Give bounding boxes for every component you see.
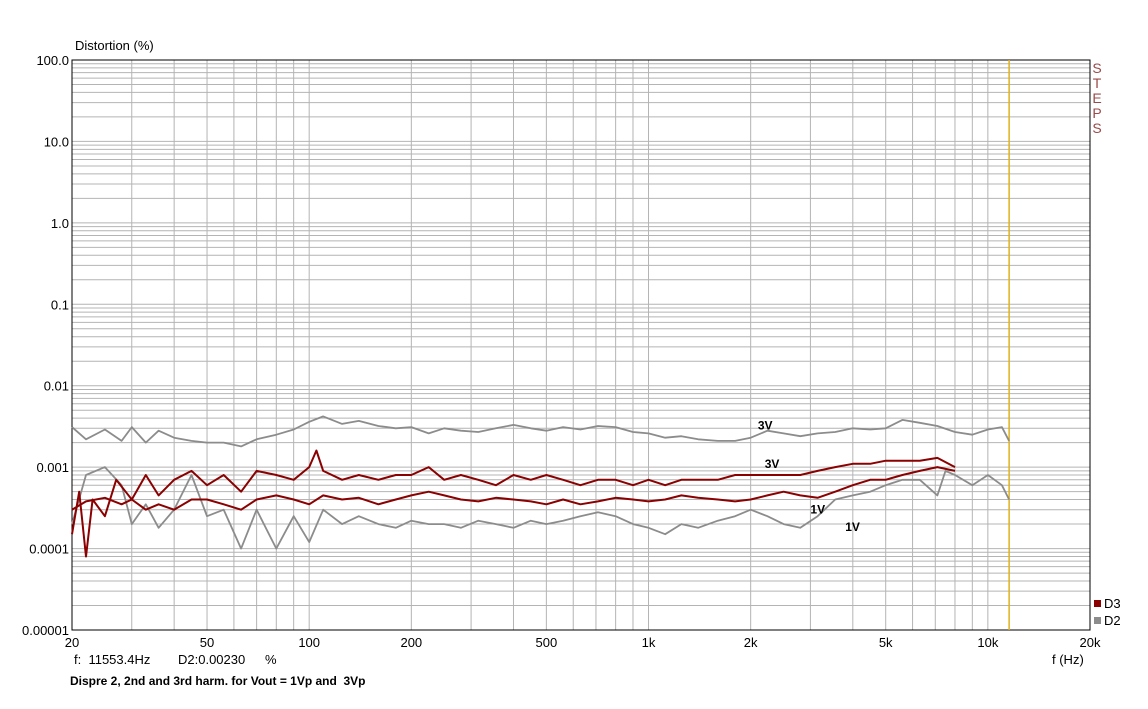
- cursor-value-readout: D2:0.00230: [178, 652, 246, 667]
- x-axis-label: f (Hz): [1052, 652, 1084, 667]
- annotation-label: 3V: [765, 457, 780, 471]
- chart-grid: [71, 59, 1091, 631]
- series-line-d3-3v: [71, 449, 956, 558]
- y-tick-label: 0.001: [36, 460, 69, 475]
- series-line-d2-1v: [71, 466, 1010, 550]
- plot-frame: [71, 59, 1091, 631]
- cursor-unit: %: [265, 652, 277, 667]
- steps-label[interactable]: STEPS: [1092, 60, 1102, 136]
- y-tick-label: 0.00001: [22, 623, 69, 638]
- y-tick-label: 0.1: [51, 297, 69, 312]
- y-tick-label: 0.0001: [29, 542, 69, 557]
- x-tick-label: 50: [200, 635, 214, 650]
- y-tick-label: 10.0: [44, 134, 69, 149]
- series-line-d3-1v: [71, 466, 956, 511]
- x-tick-label: 20k: [1080, 635, 1101, 650]
- legend-item-d3[interactable]: D3: [1094, 596, 1121, 611]
- cursor-frequency-readout: f: 11553.4Hz: [74, 652, 151, 667]
- x-tick-label: 20: [65, 635, 79, 650]
- chart-series: [71, 415, 1010, 558]
- chart-annotations: 3V 3V 1V 1V: [758, 418, 860, 533]
- x-tick-label: 1k: [642, 635, 656, 650]
- y-tick-label: 100.0: [36, 53, 69, 68]
- x-tick-label: 2k: [744, 635, 758, 650]
- legend-label-d3: D3: [1104, 596, 1121, 611]
- y-axis-label: Distortion (%): [75, 38, 154, 53]
- annotation-label: 3V: [758, 418, 773, 432]
- x-tick-label: 10k: [977, 635, 998, 650]
- legend-item-d2[interactable]: D2: [1094, 613, 1121, 628]
- x-tick-label: 5k: [879, 635, 893, 650]
- legend-label-d2: D2: [1104, 613, 1121, 628]
- x-tick-label: 500: [536, 635, 558, 650]
- y-tick-label: 0.01: [44, 379, 69, 394]
- plot-area: [72, 60, 1090, 630]
- y-tick-label: 1.0: [51, 216, 69, 231]
- annotation-label: 1V: [810, 502, 825, 516]
- x-tick-label: 100: [298, 635, 320, 650]
- legend-swatch-d3: [1094, 600, 1101, 607]
- series-line-d2-3v: [71, 415, 1010, 448]
- x-tick-label: 200: [400, 635, 422, 650]
- annotation-label: 1V: [845, 520, 860, 534]
- chart-caption: Dispre 2, 2nd and 3rd harm. for Vout = 1…: [70, 674, 366, 688]
- legend-swatch-d2: [1094, 617, 1101, 624]
